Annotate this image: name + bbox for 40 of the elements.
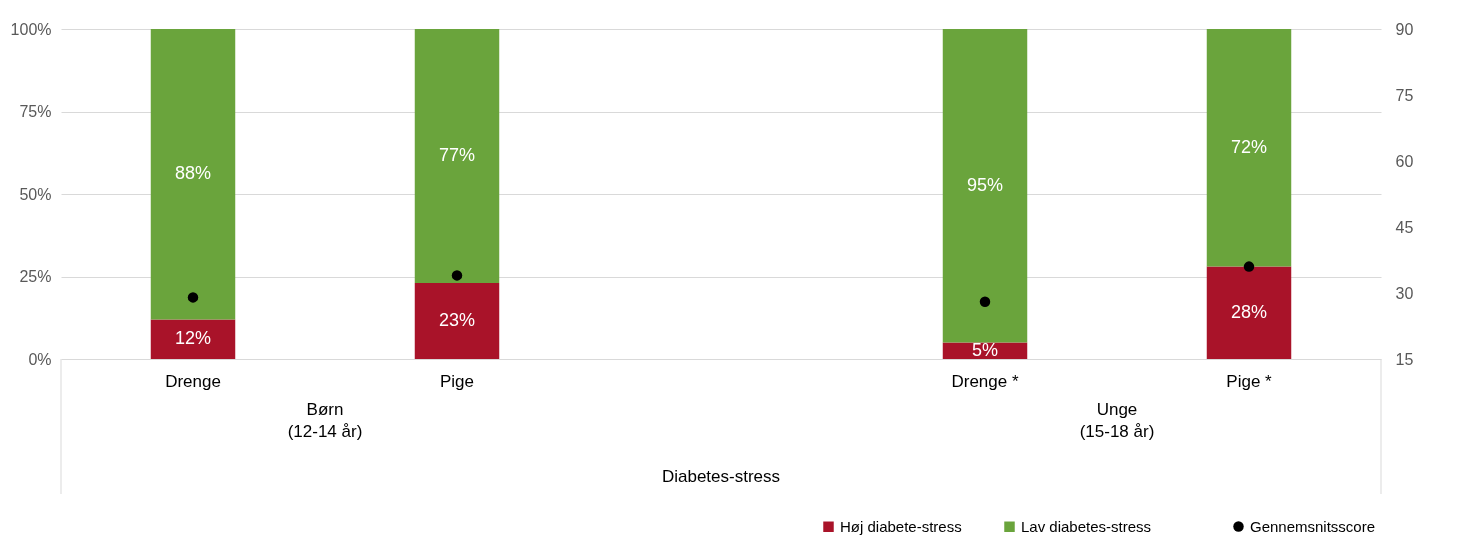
- data-label: 77%: [438, 145, 476, 166]
- x-tick-label: Drenge *: [951, 371, 1019, 391]
- bar: [414, 283, 500, 359]
- data-label: 12%: [174, 328, 212, 349]
- point: [451, 270, 463, 281]
- legend-label: Lav diabetes-stress: [1021, 517, 1152, 535]
- text: Unge (15-18 år): [1079, 400, 1155, 441]
- bar: [414, 29, 500, 284]
- legend-label: Gennemsnitsscore: [1250, 517, 1376, 535]
- y2-tick-label: 30: [1395, 284, 1414, 302]
- bar: [1206, 29, 1292, 267]
- bar: [1206, 266, 1292, 359]
- data-label: 95%: [966, 174, 1004, 195]
- x-tick-label: Pige *: [1226, 371, 1273, 391]
- data-label: 5%: [971, 339, 999, 360]
- y2-tick-label: 15: [1395, 350, 1414, 368]
- bar: [150, 319, 236, 359]
- x-axis-title: Diabetes-stress: [661, 467, 781, 486]
- bar: [150, 29, 236, 320]
- point: [979, 296, 991, 308]
- point: [187, 292, 199, 303]
- y-tick-label: 50%: [19, 185, 52, 203]
- data-label: 23%: [438, 310, 476, 331]
- bar: [942, 29, 1028, 343]
- text: Børn (12-14 år): [287, 400, 363, 441]
- y2-tick-label: 45: [1395, 218, 1414, 236]
- y-tick-label: 100%: [10, 20, 52, 38]
- y2-tick-label: 75: [1395, 86, 1414, 104]
- data-label: 88%: [174, 163, 212, 184]
- data-label: 72%: [1230, 136, 1268, 157]
- y2-tick-label: 60: [1395, 152, 1414, 170]
- data-label: 28%: [1230, 301, 1268, 322]
- x-tick-label: Pige: [439, 371, 475, 391]
- point: [1243, 261, 1255, 272]
- x-tick-label: Drenge: [165, 371, 221, 391]
- y-tick-label: 25%: [19, 268, 52, 285]
- y-tick-label: 75%: [19, 103, 52, 120]
- legend-label: Høj diabete-stress: [840, 517, 962, 535]
- y-tick-label: 0%: [28, 350, 52, 368]
- y2-tick-label: 90: [1395, 20, 1414, 38]
